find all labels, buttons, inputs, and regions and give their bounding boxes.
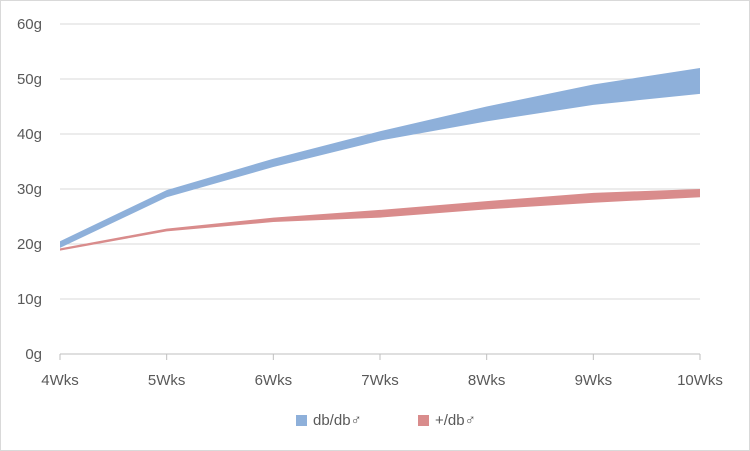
y-tick-label: 50g	[17, 71, 42, 88]
x-tick-label: 9Wks	[575, 372, 613, 389]
x-tick-label: 7Wks	[361, 372, 399, 389]
x-tick-label: 10Wks	[677, 372, 723, 389]
x-tick-label: 5Wks	[148, 372, 186, 389]
legend-label-0: db/db♂	[313, 412, 362, 429]
series-band-0	[60, 68, 700, 248]
y-tick-label: 20g	[17, 236, 42, 253]
legend-swatch-1	[418, 415, 429, 426]
legend-label-1: +/db♂	[435, 412, 476, 429]
series-band-1	[60, 189, 700, 251]
legend: db/db♂ +/db♂	[296, 412, 476, 429]
y-tick-label: 40g	[17, 126, 42, 143]
x-tick-label: 4Wks	[41, 372, 79, 389]
x-tick-label: 8Wks	[468, 372, 506, 389]
axes: 0g 10g 20g 30g 40g 50g 60g 4Wks 5Wks 6Wks 7Wks 8Wks…	[17, 16, 723, 389]
legend-swatch-0	[296, 415, 307, 426]
y-tick-label: 0g	[25, 346, 42, 363]
plot-area	[60, 68, 700, 251]
y-tick-label: 30g	[17, 181, 42, 198]
y-tick-label: 10g	[17, 291, 42, 308]
x-tick-label: 6Wks	[255, 372, 293, 389]
y-tick-label: 60g	[17, 16, 42, 33]
grid	[60, 23, 700, 300]
